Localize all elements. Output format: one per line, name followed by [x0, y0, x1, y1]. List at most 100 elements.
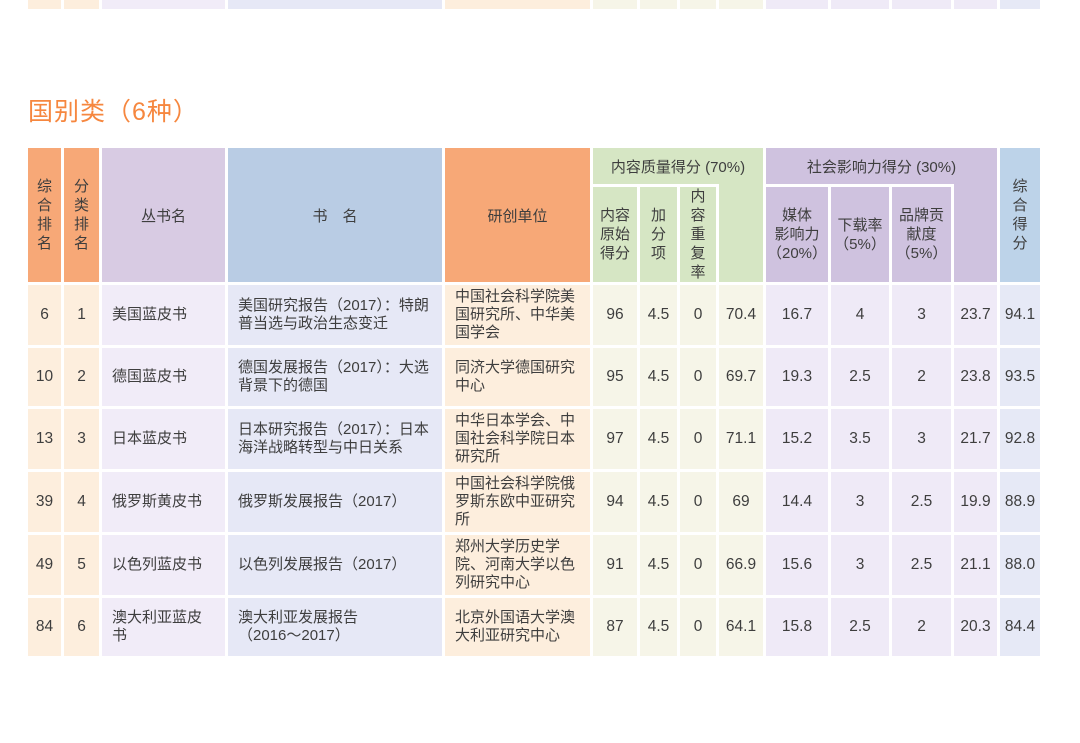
previous-table-cell [593, 0, 637, 9]
cell-org-name: 北京外国语大学澳大利亚研究中心 [445, 598, 590, 656]
previous-table-cell [892, 0, 951, 9]
cell-category-rank: 1 [64, 285, 99, 345]
header-media-influence: 媒体 影响力 （20%） [766, 187, 828, 282]
cell-social-impact-score: 21.1 [954, 535, 997, 595]
cell-content-quality-score: 69.7 [719, 348, 763, 406]
cell-total-score: 92.8 [1000, 409, 1040, 469]
cell-media-influence: 15.8 [766, 598, 828, 656]
cell-content-raw-score: 96 [593, 285, 637, 345]
cell-total-score: 93.5 [1000, 348, 1040, 406]
cell-content-raw-score: 91 [593, 535, 637, 595]
cell-bonus-points: 4.5 [640, 285, 677, 345]
cell-book-name: 俄罗斯发展报告（2017） [228, 472, 442, 532]
cell-total-score: 88.9 [1000, 472, 1040, 532]
cell-bonus-points: 4.5 [640, 348, 677, 406]
previous-table-cell [28, 0, 61, 9]
cell-series-name: 日本蓝皮书 [102, 409, 225, 469]
previous-table-cell [228, 0, 442, 9]
cell-bonus-points: 4.5 [640, 409, 677, 469]
cell-content-quality-score: 64.1 [719, 598, 763, 656]
cell-media-influence: 15.2 [766, 409, 828, 469]
previous-table-cell [102, 0, 225, 9]
cell-series-name: 德国蓝皮书 [102, 348, 225, 406]
table-row: 49 5 以色列蓝皮书 以色列发展报告（2017） 郑州大学历史学院、河南大学以色列研究… [28, 535, 1040, 595]
header-content-score-col [719, 184, 763, 282]
cell-social-impact-score: 23.8 [954, 348, 997, 406]
cell-brand-contribution: 2.5 [892, 535, 951, 595]
header-book-name: 书 名 [228, 148, 442, 282]
cell-total-score: 84.4 [1000, 598, 1040, 656]
cell-download-rate: 4 [831, 285, 889, 345]
cell-org-name: 中国社会科学院俄罗斯东欧中亚研究所 [445, 472, 590, 532]
cell-category-rank: 3 [64, 409, 99, 469]
cell-book-name: 以色列发展报告（2017） [228, 535, 442, 595]
cell-brand-contribution: 2 [892, 348, 951, 406]
cell-overall-rank: 39 [28, 472, 61, 532]
cell-content-raw-score: 95 [593, 348, 637, 406]
cell-media-influence: 19.3 [766, 348, 828, 406]
cell-category-rank: 4 [64, 472, 99, 532]
previous-table-cell [64, 0, 99, 9]
cell-social-impact-score: 20.3 [954, 598, 997, 656]
cell-bonus-points: 4.5 [640, 598, 677, 656]
cell-total-score: 88.0 [1000, 535, 1040, 595]
cell-content-dup-rate: 0 [680, 348, 716, 406]
cell-bonus-points: 4.5 [640, 535, 677, 595]
cell-org-name: 郑州大学历史学院、河南大学以色列研究中心 [445, 535, 590, 595]
cell-content-quality-score: 70.4 [719, 285, 763, 345]
cell-download-rate: 3.5 [831, 409, 889, 469]
ranking-table: 综合排名 分类排名 丛书名 书 名 研创单位 内容质量得分 (70%) 社会影响… [25, 145, 1043, 659]
previous-table-cell [954, 0, 997, 9]
cell-media-influence: 16.7 [766, 285, 828, 345]
cell-download-rate: 2.5 [831, 348, 889, 406]
previous-table-cell [766, 0, 828, 9]
cell-content-dup-rate: 0 [680, 598, 716, 656]
cell-category-rank: 6 [64, 598, 99, 656]
table-row: 13 3 日本蓝皮书 日本研究报告（2017）：日本海洋战略转型与中日关系 中华日本学会… [28, 409, 1040, 469]
section-title: 国别类（6种） [28, 98, 199, 126]
header-social-score-col [954, 184, 997, 282]
cell-media-influence: 14.4 [766, 472, 828, 532]
cell-content-raw-score: 87 [593, 598, 637, 656]
table-row: 10 2 德国蓝皮书 德国发展报告（2017）：大选背景下的德国 同济大学德国研究中心 9… [28, 348, 1040, 406]
cell-overall-rank: 13 [28, 409, 61, 469]
cell-category-rank: 5 [64, 535, 99, 595]
previous-table-cell [445, 0, 590, 9]
cell-series-name: 澳大利亚蓝皮书 [102, 598, 225, 656]
cell-total-score: 94.1 [1000, 285, 1040, 345]
cell-brand-contribution: 2 [892, 598, 951, 656]
header-brand-contribution: 品牌贡 献度 （5%） [892, 187, 951, 282]
previous-table-cell [831, 0, 889, 9]
previous-table-partial-row [28, 0, 1040, 9]
cell-brand-contribution: 3 [892, 409, 951, 469]
cell-brand-contribution: 3 [892, 285, 951, 345]
header-content-dup-rate: 内容重复率 [680, 187, 716, 282]
cell-book-name: 美国研究报告（2017）：特朗普当选与政治生态变迁 [228, 285, 442, 345]
header-group-social-impact: 社会影响力得分 (30%) [766, 148, 997, 184]
cell-social-impact-score: 23.7 [954, 285, 997, 345]
cell-content-dup-rate: 0 [680, 472, 716, 532]
header-research-org: 研创单位 [445, 148, 590, 282]
table-row: 6 1 美国蓝皮书 美国研究报告（2017）：特朗普当选与政治生态变迁 中国社会科学院美… [28, 285, 1040, 345]
cell-bonus-points: 4.5 [640, 472, 677, 532]
cell-content-dup-rate: 0 [680, 535, 716, 595]
cell-content-raw-score: 97 [593, 409, 637, 469]
cell-content-dup-rate: 0 [680, 409, 716, 469]
previous-table-cell [640, 0, 677, 9]
previous-table-cell [1000, 0, 1040, 9]
cell-org-name: 中国社会科学院美国研究所、中华美国学会 [445, 285, 590, 345]
table-row: 84 6 澳大利亚蓝皮书 澳大利亚发展报告 （2016～2017） 北京外国语大学澳大利… [28, 598, 1040, 656]
cell-content-raw-score: 94 [593, 472, 637, 532]
cell-download-rate: 3 [831, 535, 889, 595]
header-group-content-quality: 内容质量得分 (70%) [593, 148, 763, 184]
cell-content-quality-score: 66.9 [719, 535, 763, 595]
header-total-score: 综合得分 [1000, 148, 1040, 282]
cell-book-name: 德国发展报告（2017）：大选背景下的德国 [228, 348, 442, 406]
cell-series-name: 美国蓝皮书 [102, 285, 225, 345]
cell-series-name: 以色列蓝皮书 [102, 535, 225, 595]
header-content-raw-score: 内容 原始 得分 [593, 187, 637, 282]
previous-table-cell [719, 0, 763, 9]
cell-content-dup-rate: 0 [680, 285, 716, 345]
cell-content-quality-score: 69 [719, 472, 763, 532]
cell-org-name: 同济大学德国研究中心 [445, 348, 590, 406]
